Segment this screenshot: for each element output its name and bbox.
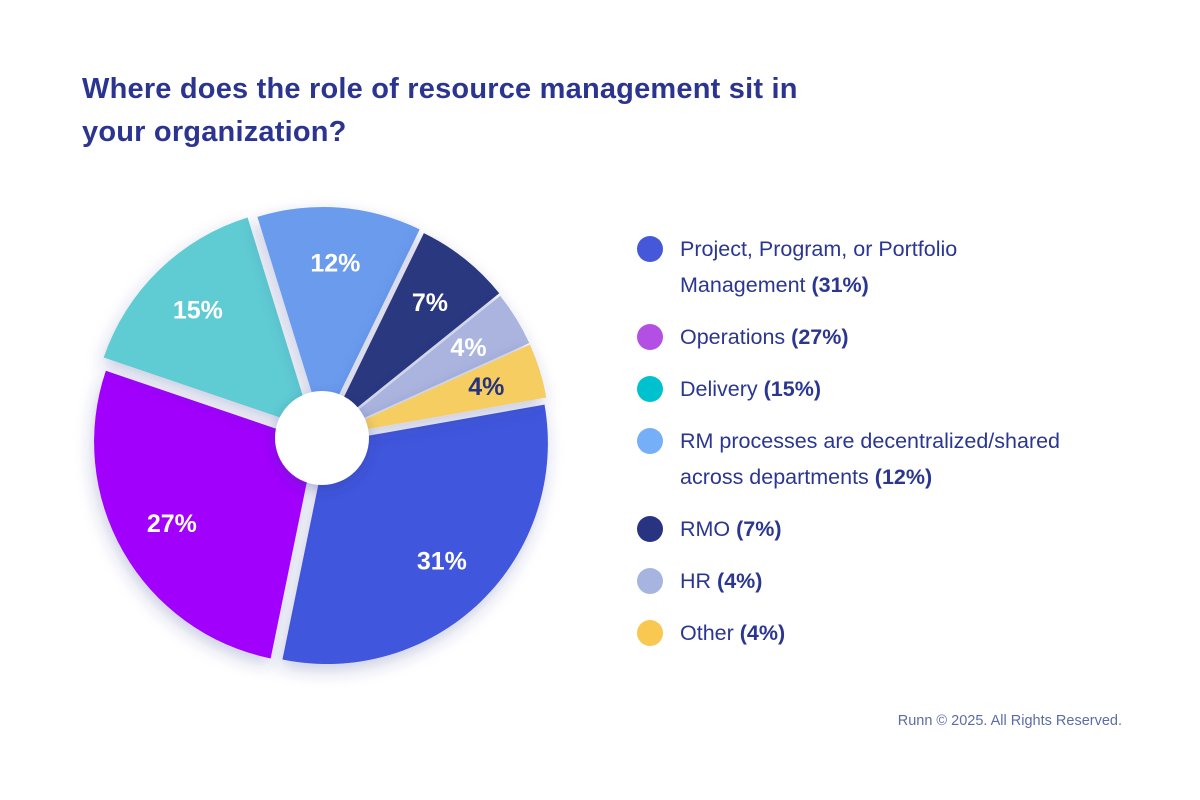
pie-slice-rm-decentralized: [257, 207, 420, 429]
legend-swatch-rm-decentralized: [637, 428, 663, 454]
pie-slice-delivery: [103, 217, 313, 429]
legend-item-hr: HR (4%): [637, 563, 1177, 599]
slice-value-label-hr: 4%: [450, 334, 486, 362]
legend-percent-other: (4%): [739, 621, 786, 645]
legend-item-operations: Operations (27%): [637, 319, 1177, 355]
legend-swatch-delivery: [637, 376, 663, 402]
legend-label-other: Other (4%): [680, 621, 786, 645]
legend-percent-delivery: (15%): [763, 377, 821, 401]
legend-item-rm-decentralized: RM processes are decentralized/shared ac…: [637, 423, 1177, 495]
page-title: Where does the role of resource manageme…: [82, 68, 922, 154]
legend-item-other: Other (4%): [637, 615, 1177, 651]
slice-value-label-operations: 27%: [147, 510, 197, 538]
legend-swatch-other: [637, 620, 663, 646]
pie-chart: 31%27%15%12%7%4%4%: [94, 207, 548, 665]
slice-value-label-delivery: 15%: [173, 296, 223, 324]
legend-swatch-ppm: [637, 236, 663, 262]
page-title-line-2: your organization?: [82, 116, 347, 148]
slice-value-label-rm-decentralized: 12%: [310, 250, 360, 278]
pie-slice-other: [328, 344, 547, 436]
legend-label-hr: HR (4%): [680, 569, 763, 593]
legend-item-ppm: Project, Program, or Portfolio Managemen…: [637, 231, 1177, 303]
legend-percent-operations: (27%): [791, 325, 849, 349]
legend-label-delivery: Delivery (15%): [680, 377, 821, 401]
legend-percent-rm-decentralized: (12%): [874, 465, 933, 489]
slice-value-label-other: 4%: [468, 373, 504, 401]
legend-item-rmo: RMO (7%): [637, 511, 1177, 547]
legend-swatch-hr: [637, 568, 663, 594]
slice-value-label-rmo: 7%: [412, 289, 448, 317]
page-title-line-1: Where does the role of resource manageme…: [82, 73, 798, 105]
legend-label-rmo: RMO (7%): [680, 517, 782, 541]
legend-percent-ppm: (31%): [811, 273, 869, 297]
legend-item-delivery: Delivery (15%): [637, 371, 1177, 407]
pie-slice-rmo: [326, 233, 500, 432]
slice-value-label-ppm: 31%: [417, 547, 467, 575]
legend-label-rm-decentralized: RM processes are decentralized/shared ac…: [680, 429, 1061, 489]
legend-percent-hr: (4%): [717, 569, 763, 593]
legend-label-ppm: Project, Program, or Portfolio Managemen…: [680, 237, 958, 297]
pie-slice-operations: [94, 370, 316, 659]
legend-percent-rmo: (7%): [736, 517, 782, 541]
legend-swatch-rmo: [637, 516, 663, 542]
legend: Project, Program, or Portfolio Managemen…: [637, 231, 1177, 667]
pie-slice-hr: [327, 295, 530, 435]
donut-hole: [275, 391, 369, 485]
copyright-notice: Runn © 2025. All Rights Reserved.: [897, 713, 1122, 729]
legend-swatch-operations: [637, 324, 663, 350]
legend-label-operations: Operations (27%): [680, 325, 849, 349]
